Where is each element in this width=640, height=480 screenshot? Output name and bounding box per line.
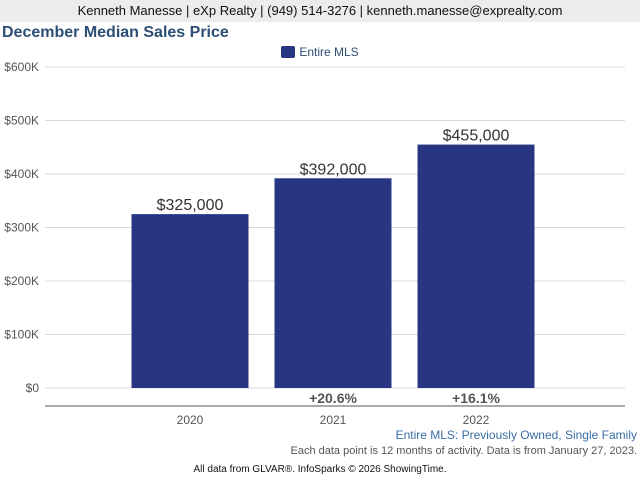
y-tick-label: $400K	[4, 167, 39, 181]
x-tick-label: 2020	[177, 413, 204, 427]
change-label: +20.6%	[309, 390, 357, 406]
y-tick-label: $0	[26, 381, 40, 395]
x-tick-label: 2021	[320, 413, 347, 427]
chart-subtitle: Entire MLS: Previously Owned, Single Fam…	[395, 428, 637, 442]
data-label: $325,000	[157, 197, 224, 214]
y-tick-label: $100K	[4, 328, 39, 342]
bar	[131, 214, 249, 388]
legend: Entire MLS	[0, 45, 640, 59]
data-label: $455,000	[443, 128, 510, 145]
legend-label[interactable]: Entire MLS	[299, 45, 359, 59]
y-tick-label: $600K	[4, 60, 39, 74]
change-label: +16.1%	[452, 390, 500, 406]
y-tick-label: $500K	[4, 114, 39, 128]
legend-swatch	[281, 46, 296, 58]
y-tick-label: $200K	[4, 274, 39, 288]
x-tick-label: 2022	[463, 413, 490, 427]
bar	[417, 144, 535, 388]
data-note: Each data point is 12 months of activity…	[290, 445, 637, 457]
bar	[274, 178, 392, 388]
credits: All data from GLVAR®. InfoSparks © 2026 …	[193, 464, 447, 475]
y-tick-label: $300K	[4, 221, 39, 235]
data-label: $392,000	[300, 161, 367, 178]
chart-title: December Median Sales Price	[2, 24, 229, 41]
contact-bar: Kenneth Manesse | eXp Realty | (949) 514…	[0, 0, 640, 22]
